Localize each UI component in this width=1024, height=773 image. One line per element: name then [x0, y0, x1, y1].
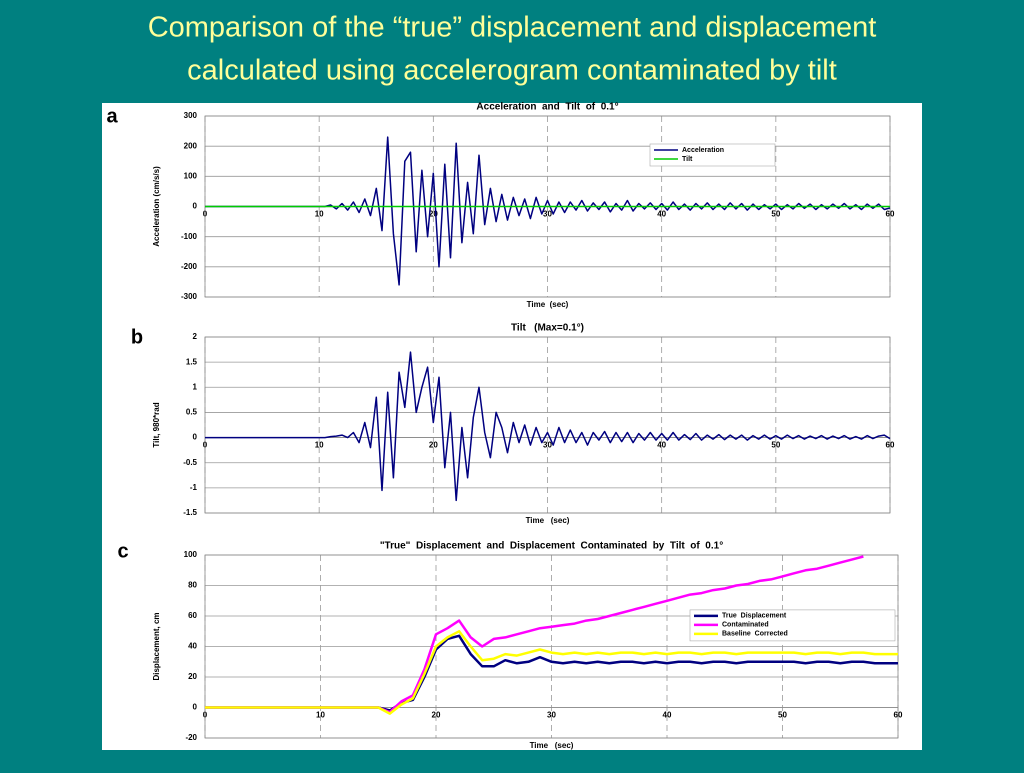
panel-label: b — [131, 326, 143, 348]
y-tick-label: 300 — [184, 111, 198, 120]
y-tick-label: 1.5 — [186, 357, 198, 366]
y-tick-label: 0 — [193, 703, 198, 712]
legend-label: Contaminated — [722, 622, 769, 629]
x-tick-label: 40 — [663, 711, 672, 720]
panel-label: a — [106, 105, 118, 127]
y-tick-label: 1 — [193, 382, 198, 391]
y-tick-label: 60 — [188, 611, 197, 620]
y-tick-label: 20 — [188, 672, 197, 681]
x-axis-label: Time (sec) — [526, 516, 570, 525]
y-tick-label: 0 — [193, 433, 198, 442]
data-line — [205, 630, 898, 715]
legend-label: Baseline Corrected — [722, 631, 788, 638]
x-tick-label: 20 — [429, 441, 438, 450]
x-tick-label: 30 — [543, 210, 552, 219]
x-tick-label: 30 — [547, 711, 556, 720]
plot-border — [204, 336, 891, 514]
x-tick-label: 40 — [657, 441, 666, 450]
legend-box — [649, 143, 776, 167]
x-tick-label: 40 — [657, 210, 666, 219]
plot-border — [204, 554, 899, 739]
y-tick-label: -200 — [181, 262, 198, 271]
y-tick-label: 200 — [184, 141, 198, 150]
legend-box — [689, 609, 896, 642]
x-tick-label: 50 — [771, 210, 780, 219]
y-tick-label: -1.5 — [183, 508, 197, 517]
x-axis-label: Time (sec) — [530, 741, 574, 750]
legend-label: Tilt — [682, 156, 693, 163]
y-axis-label: Acceleration (cm/s/s) — [152, 166, 161, 247]
x-tick-label: 50 — [771, 441, 780, 450]
y-tick-label: -20 — [185, 733, 197, 742]
y-tick-label: -0.5 — [183, 458, 197, 467]
slide-title: calculated using accelerogram contaminat… — [187, 55, 837, 87]
y-axis-label: Displacement, cm — [152, 612, 161, 680]
y-tick-label: -300 — [181, 292, 198, 301]
x-axis-label: Time (sec) — [527, 300, 569, 309]
y-tick-label: 2 — [193, 332, 198, 341]
y-tick-label: -100 — [181, 232, 198, 241]
x-tick-label: 10 — [316, 711, 325, 720]
y-tick-label: 0.5 — [186, 408, 198, 417]
x-tick-label: 20 — [429, 210, 438, 219]
x-tick-label: 10 — [315, 441, 324, 450]
y-tick-label: 0 — [193, 202, 198, 211]
y-tick-label: -1 — [190, 483, 198, 492]
chart-title: Tilt (Max=0.1°) — [511, 323, 584, 334]
data-line — [205, 351, 891, 502]
y-axis-label: Tilt, 980*rad — [152, 402, 161, 447]
y-tick-label: 100 — [184, 171, 198, 180]
legend-label: True Displacement — [722, 613, 787, 620]
x-tick-label: 20 — [432, 711, 441, 720]
legend-label: Acceleration — [682, 147, 724, 154]
x-tick-label: 30 — [543, 441, 552, 450]
y-tick-label: 80 — [188, 581, 197, 590]
x-tick-label: 10 — [315, 210, 324, 219]
panel-label: c — [117, 540, 128, 562]
chart-title: Acceleration and Tilt of 0.1° — [476, 102, 618, 113]
slide-title: Comparison of the “true” displacement an… — [148, 12, 877, 44]
x-tick-label: 50 — [778, 711, 787, 720]
y-tick-label: 100 — [184, 550, 198, 559]
chart-title: "True" Displacement and Displacement Con… — [380, 541, 723, 552]
y-tick-label: 40 — [188, 642, 197, 651]
